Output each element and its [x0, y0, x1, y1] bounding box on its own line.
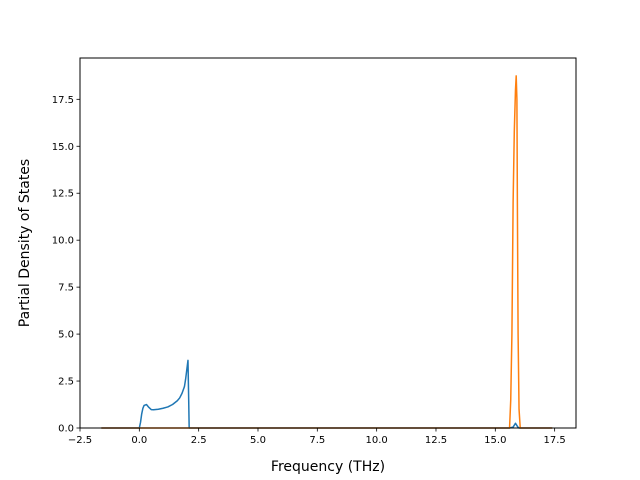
- x-axis-label: Frequency (THz): [271, 459, 385, 475]
- y-tick-label: 2.5: [58, 377, 74, 388]
- y-tick-label: 5.0: [58, 330, 74, 341]
- x-tick-label: 10.0: [366, 435, 388, 446]
- x-axis-ticks: −2.5 0.0 2.5 5.0 7.5 10.0 12.5 15.0 17.5: [68, 428, 566, 446]
- y-tick-label: 17.5: [52, 95, 74, 106]
- plot-frame: [79, 57, 577, 429]
- series-line-2: [101, 75, 553, 429]
- y-tick-label: 10.0: [52, 236, 74, 247]
- y-tick-label: 7.5: [58, 283, 74, 294]
- x-tick-label: 12.5: [425, 435, 447, 446]
- x-tick-label: −2.5: [68, 435, 92, 446]
- x-tick-label: 2.5: [191, 435, 207, 446]
- y-axis-label: Partial Density of States: [17, 159, 33, 327]
- plot-lines: [101, 75, 553, 429]
- y-tick-label: 15.0: [52, 142, 74, 153]
- y-tick-label: 0.0: [58, 424, 74, 435]
- y-tick-label: 12.5: [52, 189, 74, 200]
- x-tick-label: 7.5: [309, 435, 325, 446]
- series-line-1: [101, 359, 553, 429]
- x-tick-label: 5.0: [250, 435, 266, 446]
- x-tick-label: 17.5: [544, 435, 566, 446]
- x-tick-label: 15.0: [484, 435, 506, 446]
- y-axis-ticks: 0.0 2.5 5.0 7.5 10.0 12.5 15.0 17.5: [52, 95, 80, 435]
- x-tick-label: 0.0: [131, 435, 147, 446]
